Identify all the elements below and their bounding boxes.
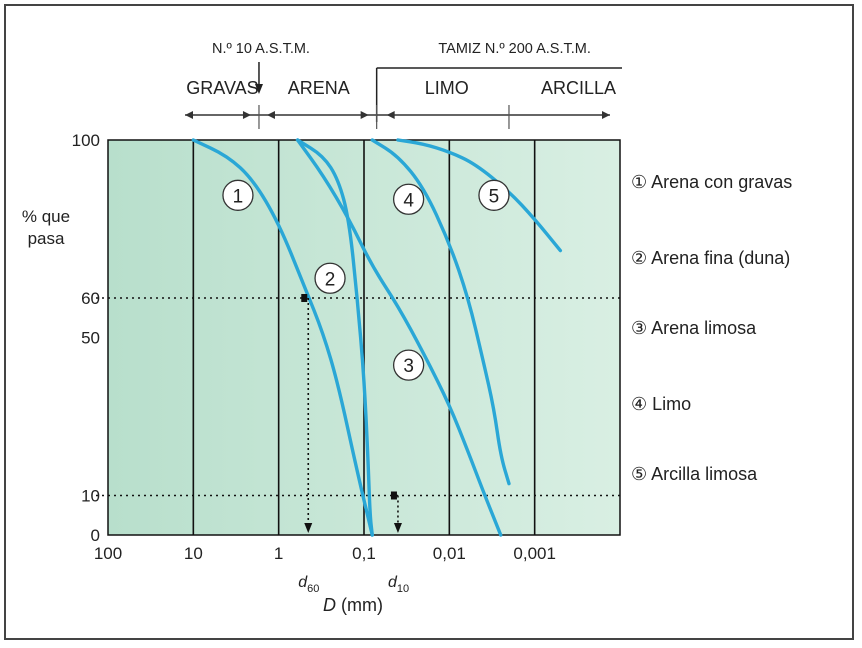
zone-arrowhead bbox=[266, 111, 275, 119]
top-scale: N.º 10 A.S.T.M. TAMIZ N.º 200 A.S.T.M. GRA… bbox=[185, 41, 622, 129]
sieve-label-200: TAMIZ N.º 200 A.S.T.M. bbox=[438, 41, 590, 57]
grid bbox=[192, 140, 536, 535]
curve-2 bbox=[295, 138, 374, 537]
sieve-label-10: N.º 10 A.S.T.M. bbox=[212, 41, 310, 57]
zone-arrowhead bbox=[185, 111, 193, 119]
zone-label-arena: ARENA bbox=[288, 78, 350, 98]
y-tick-label: 10 bbox=[81, 487, 100, 506]
y-tick-label: 100 bbox=[72, 131, 100, 150]
curve-marker-circle bbox=[314, 262, 346, 294]
annotation-arrow bbox=[304, 523, 313, 533]
legend-entry-2: ② Arena fina (duna) bbox=[631, 248, 790, 268]
zone-label-gravas: GRAVAS bbox=[186, 78, 258, 98]
legend-entry-5: ⑤ Arcilla limosa bbox=[631, 464, 758, 484]
axes: 0 10 50 60 100 100 10 1 0,1 0,01 0,001 % que pasa D (… bbox=[22, 131, 556, 615]
legend-entry-1: ① Arena con gravas bbox=[631, 172, 792, 192]
y-tick-label: 0 bbox=[91, 526, 100, 545]
zone-arrowhead bbox=[242, 111, 251, 119]
curve-marker-number: 5 bbox=[489, 186, 500, 207]
zone-label-limo: LIMO bbox=[425, 78, 469, 98]
curve-marker-number: 2 bbox=[325, 269, 336, 290]
legend-entry-4: ④ Limo bbox=[631, 394, 691, 414]
curve-marker-number: 1 bbox=[233, 186, 244, 207]
zone-arrowhead bbox=[360, 111, 369, 119]
curve-5 bbox=[396, 138, 563, 253]
y-tick-label: 60 bbox=[81, 289, 100, 308]
sieve-10-arrow bbox=[254, 84, 263, 94]
zone-arrowhead bbox=[386, 111, 395, 119]
legend: ① Arena con gravas ② Arena fina (duna) ③ A… bbox=[631, 172, 792, 484]
y-axis-title-line2: pasa bbox=[28, 229, 65, 248]
annotation-arrow bbox=[393, 523, 402, 533]
curve-marker-circle bbox=[392, 349, 425, 381]
annotation-label-d60: d60 bbox=[298, 574, 319, 595]
annotation-marker bbox=[301, 294, 308, 302]
curve-1 bbox=[191, 138, 374, 537]
annotation-marker bbox=[390, 491, 397, 500]
y-axis-title-line1: % que bbox=[22, 207, 70, 226]
x-tick-label: 0,001 bbox=[513, 544, 556, 563]
legend-entry-3: ③ Arena limosa bbox=[631, 318, 757, 338]
curves: 1 2 3 4 5 bbox=[191, 138, 563, 537]
x-tick-label: 0,1 bbox=[352, 544, 376, 563]
x-tick-label: 0,01 bbox=[433, 544, 466, 563]
x-tick-label: 10 bbox=[184, 544, 203, 563]
zone-arrowhead bbox=[602, 111, 610, 119]
curve-marker-circle bbox=[392, 183, 425, 215]
y-tick-label: 50 bbox=[81, 329, 100, 348]
curve-4 bbox=[370, 138, 511, 486]
curve-3 bbox=[295, 138, 503, 537]
annotation-label-d10: d10 bbox=[388, 574, 409, 595]
curve-marker-number: 4 bbox=[403, 190, 414, 211]
x-tick-label: 1 bbox=[274, 544, 283, 563]
curve-marker-number: 3 bbox=[403, 356, 414, 377]
zone-label-arcilla: ARCILLA bbox=[541, 78, 616, 98]
x-tick-label: 100 bbox=[94, 544, 122, 563]
curve-marker-circle bbox=[478, 179, 510, 211]
x-axis-title: D (mm) bbox=[323, 595, 383, 615]
curve-marker-circle bbox=[222, 179, 254, 211]
